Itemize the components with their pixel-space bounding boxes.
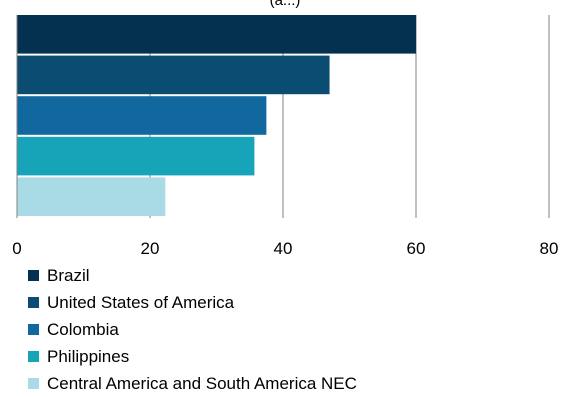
- legend-label: Central America and South America NEC: [47, 373, 357, 393]
- legend-item: Central America and South America NEC: [28, 370, 357, 397]
- x-tick-label: 20: [141, 239, 160, 258]
- legend-label: Philippines: [47, 346, 130, 366]
- legend-swatch: [28, 297, 39, 308]
- legend: Brazil United States of America Colombia Ph…: [28, 262, 357, 397]
- legend-item: Colombia: [28, 316, 357, 343]
- legend-item: Brazil: [28, 262, 357, 289]
- x-tick-label: 60: [407, 239, 426, 258]
- bar-central-america-and-south-america-nec: [17, 177, 166, 216]
- x-tick-label: 0: [12, 239, 21, 258]
- legend-swatch: [28, 378, 39, 389]
- chart-title: (a...): [270, 0, 301, 9]
- legend-swatch: [28, 324, 39, 335]
- legend-label: Colombia: [47, 319, 119, 339]
- bars: [17, 15, 416, 216]
- x-axis-tick-labels: 0 20 40 60 80: [12, 239, 558, 258]
- x-tick-label: 80: [540, 239, 559, 258]
- legend-item: Philippines: [28, 343, 357, 370]
- bar-philippines: [17, 136, 255, 176]
- bar-united-states-of-america: [17, 55, 330, 95]
- legend-swatch: [28, 351, 39, 362]
- legend-swatch: [28, 270, 39, 281]
- x-tick-label: 40: [274, 239, 293, 258]
- legend-label: United States of America: [47, 292, 235, 312]
- bar-colombia: [17, 96, 267, 135]
- legend-item: United States of America: [28, 289, 357, 316]
- bar-brazil: [17, 15, 416, 54]
- legend-label: Brazil: [47, 265, 90, 285]
